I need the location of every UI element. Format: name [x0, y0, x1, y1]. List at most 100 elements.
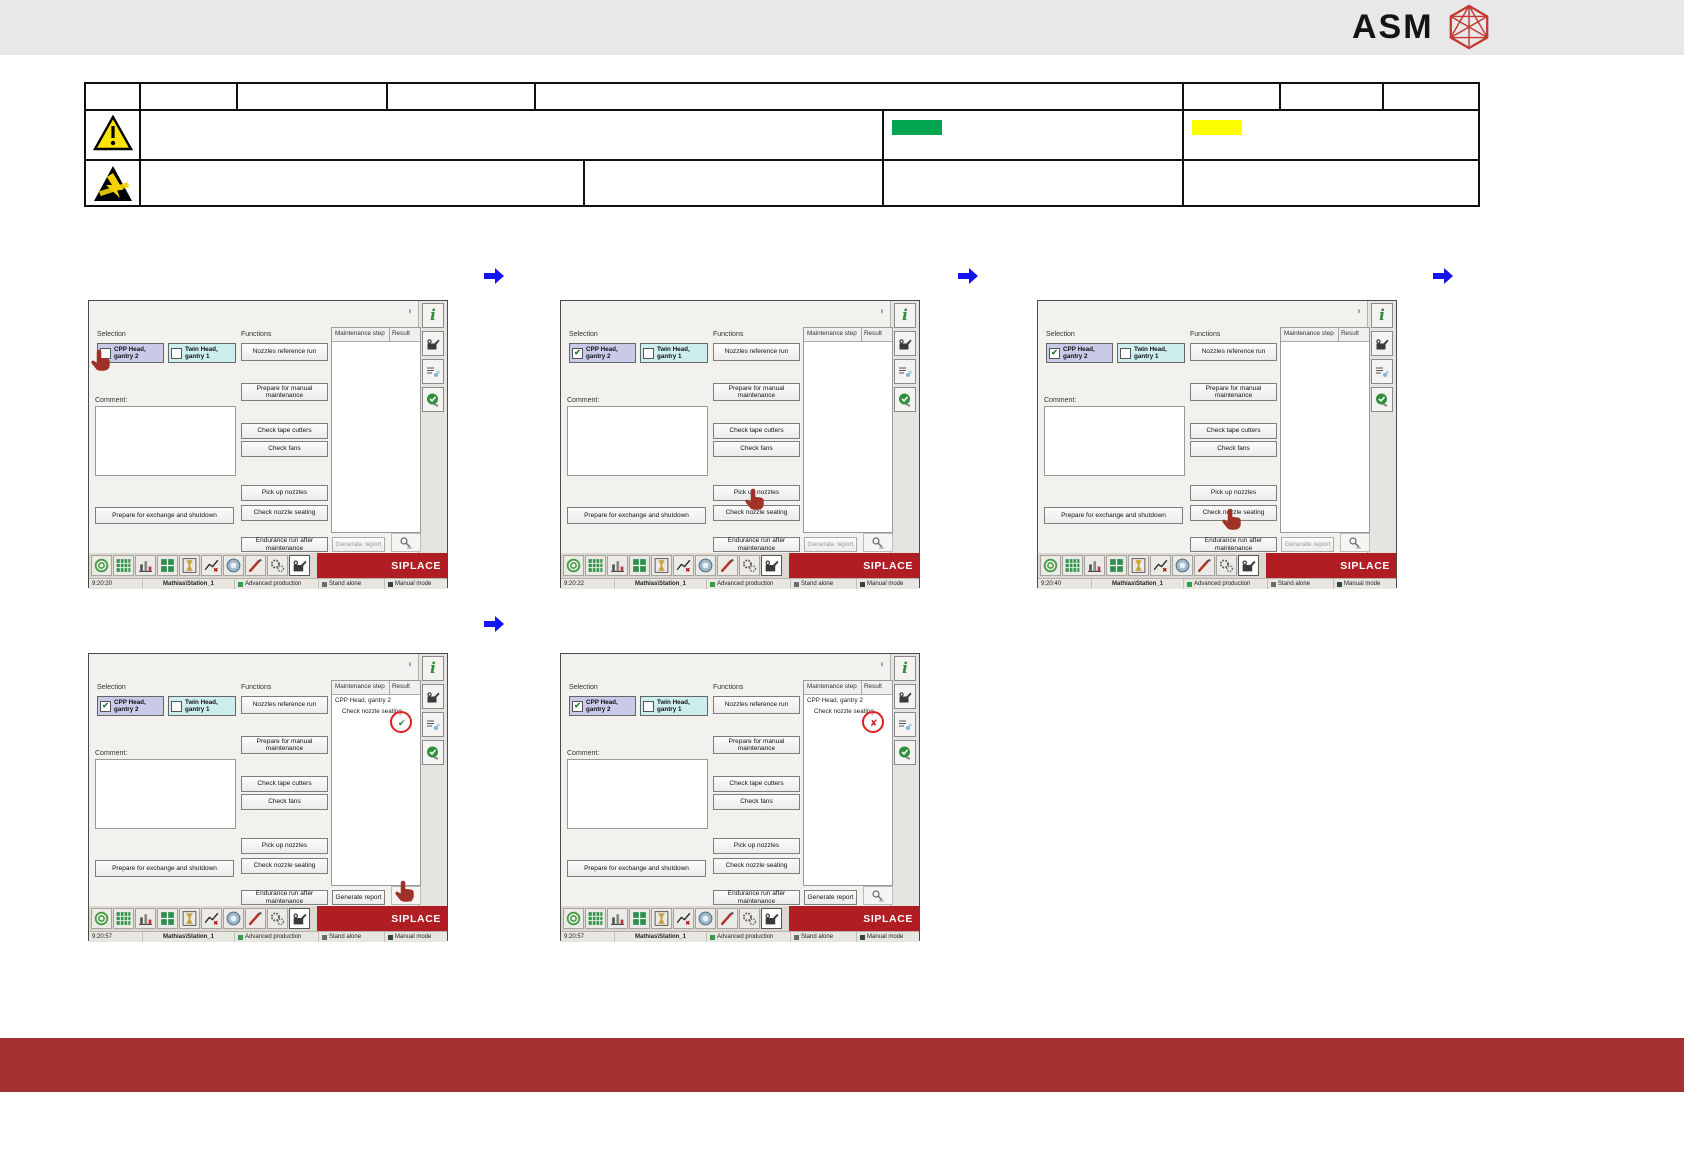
- setup-icon[interactable]: [1128, 555, 1149, 576]
- component-icon[interactable]: [1106, 555, 1127, 576]
- diagram-icon[interactable]: [673, 908, 694, 929]
- oilcan-icon[interactable]: [422, 684, 444, 709]
- component-icon[interactable]: [629, 908, 650, 929]
- comment-textarea[interactable]: [567, 406, 708, 476]
- twin-head-checkbox[interactable]: [643, 347, 654, 359]
- info-icon[interactable]: i: [894, 656, 916, 681]
- info-icon[interactable]: i: [894, 303, 916, 328]
- statistics-icon[interactable]: [135, 908, 156, 929]
- check-tape-cutters-button[interactable]: Check tape cutters: [713, 423, 800, 439]
- oilcan-icon[interactable]: [422, 331, 444, 356]
- maintenance-plan-icon[interactable]: [894, 359, 916, 384]
- maintenance-plan-icon[interactable]: [894, 712, 916, 737]
- comment-textarea[interactable]: [95, 759, 236, 829]
- setup-icon[interactable]: [179, 555, 200, 576]
- generate-report-button[interactable]: Generate report: [804, 890, 857, 905]
- twin-head-button[interactable]: Twin Head, gantry 1: [640, 696, 708, 716]
- check-fans-button[interactable]: Check fans: [241, 441, 328, 457]
- setup-icon[interactable]: [651, 555, 672, 576]
- statistics-icon[interactable]: [607, 555, 628, 576]
- oilcan-icon[interactable]: [894, 331, 916, 356]
- prepare-exchange-button[interactable]: Prepare for exchange and shutdown: [567, 507, 706, 524]
- vision-icon[interactable]: [223, 908, 244, 929]
- setup-icon[interactable]: [179, 908, 200, 929]
- prepare-exchange-button[interactable]: Prepare for exchange and shutdown: [95, 860, 234, 877]
- nozzles-reference-run-button[interactable]: Nozzles reference run: [241, 343, 328, 361]
- comment-textarea[interactable]: [95, 406, 236, 476]
- check-nozzle-seating-button[interactable]: Check nozzle seating: [241, 858, 328, 874]
- prepare-manual-maintenance-button[interactable]: Prepare for manual maintenance: [1190, 383, 1277, 401]
- prepare-exchange-button[interactable]: Prepare for exchange and shutdown: [95, 507, 234, 524]
- twin-head-checkbox[interactable]: [643, 700, 654, 712]
- generate-report-button[interactable]: Generate report: [332, 537, 385, 552]
- cpp-head-button[interactable]: ✔ CPP Head, gantry 2: [569, 343, 636, 363]
- cpp-head-checkbox[interactable]: ✔: [572, 347, 583, 359]
- cpp-head-checkbox[interactable]: ✔: [1049, 347, 1060, 359]
- info-icon[interactable]: i: [422, 656, 444, 681]
- check-tape-cutters-button[interactable]: Check tape cutters: [241, 423, 328, 439]
- component-icon[interactable]: [629, 555, 650, 576]
- feeder-table-icon[interactable]: [585, 555, 606, 576]
- pick-up-nozzles-button[interactable]: Pick up nozzles: [241, 838, 328, 854]
- feeder-table-icon[interactable]: [113, 555, 134, 576]
- production-icon[interactable]: [563, 555, 584, 576]
- production-icon[interactable]: [1040, 555, 1061, 576]
- generate-report-button[interactable]: Generate report: [1281, 537, 1334, 552]
- nozzles-reference-run-button[interactable]: Nozzles reference run: [713, 343, 800, 361]
- maintenance-plan-icon[interactable]: [422, 712, 444, 737]
- confirm-maintenance-icon[interactable]: [422, 387, 444, 412]
- twin-head-checkbox[interactable]: [1120, 347, 1131, 359]
- nozzles-reference-run-button[interactable]: Nozzles reference run: [713, 696, 800, 714]
- prepare-manual-maintenance-button[interactable]: Prepare for manual maintenance: [713, 736, 800, 754]
- check-nozzle-seating-button[interactable]: Check nozzle seating: [713, 858, 800, 874]
- cpp-head-button[interactable]: ✔ CPP Head, gantry 2: [569, 696, 636, 716]
- vision-icon[interactable]: [223, 555, 244, 576]
- endurance-run-button[interactable]: Endurance run after maintenance: [1190, 537, 1277, 552]
- prepare-manual-maintenance-button[interactable]: Prepare for manual maintenance: [241, 383, 328, 401]
- maintenance-plan-icon[interactable]: [1371, 359, 1393, 384]
- statistics-icon[interactable]: [1084, 555, 1105, 576]
- info-icon[interactable]: i: [1371, 303, 1393, 328]
- twin-head-button[interactable]: Twin Head, gantry 1: [1117, 343, 1185, 363]
- cpp-head-checkbox[interactable]: ✔: [572, 700, 583, 712]
- twin-head-button[interactable]: Twin Head, gantry 1: [168, 696, 236, 716]
- prepare-manual-maintenance-button[interactable]: Prepare for manual maintenance: [241, 736, 328, 754]
- maintenance-plan-icon[interactable]: [422, 359, 444, 384]
- confirm-maintenance-icon[interactable]: [1371, 387, 1393, 412]
- endurance-run-button[interactable]: Endurance run after maintenance: [241, 890, 328, 905]
- production-icon[interactable]: [91, 908, 112, 929]
- check-tape-cutters-button[interactable]: Check tape cutters: [1190, 423, 1277, 439]
- statistics-icon[interactable]: [607, 908, 628, 929]
- endurance-run-button[interactable]: Endurance run after maintenance: [713, 890, 800, 905]
- endurance-run-button[interactable]: Endurance run after maintenance: [241, 537, 328, 552]
- nozzles-reference-run-button[interactable]: Nozzles reference run: [241, 696, 328, 714]
- check-fans-button[interactable]: Check fans: [713, 441, 800, 457]
- feeder-table-icon[interactable]: [585, 908, 606, 929]
- prepare-exchange-button[interactable]: Prepare for exchange and shutdown: [567, 860, 706, 877]
- check-nozzle-seating-button[interactable]: Check nozzle seating: [241, 505, 328, 521]
- confirm-maintenance-icon[interactable]: [894, 740, 916, 765]
- nozzles-reference-run-button[interactable]: Nozzles reference run: [1190, 343, 1277, 361]
- info-icon[interactable]: i: [422, 303, 444, 328]
- report-preview-button[interactable]: [391, 533, 421, 552]
- twin-head-checkbox[interactable]: [171, 700, 182, 712]
- pick-up-nozzles-button[interactable]: Pick up nozzles: [241, 485, 328, 501]
- repair-icon[interactable]: [245, 908, 266, 929]
- maintenance-oilcan-icon[interactable]: [289, 555, 310, 576]
- cpp-head-button[interactable]: ✔ CPP Head, gantry 2: [1046, 343, 1113, 363]
- report-preview-button[interactable]: [863, 533, 893, 552]
- report-preview-button[interactable]: [1340, 533, 1370, 552]
- comment-textarea[interactable]: [1044, 406, 1185, 476]
- repair-icon[interactable]: [1194, 555, 1215, 576]
- prepare-exchange-button[interactable]: Prepare for exchange and shutdown: [1044, 507, 1183, 524]
- comment-textarea[interactable]: [567, 759, 708, 829]
- production-icon[interactable]: [563, 908, 584, 929]
- confirm-maintenance-icon[interactable]: [422, 740, 444, 765]
- maintenance-oilcan-icon[interactable]: [761, 908, 782, 929]
- settings-gears-icon[interactable]: [267, 555, 288, 576]
- check-fans-button[interactable]: Check fans: [713, 794, 800, 810]
- settings-gears-icon[interactable]: [739, 555, 760, 576]
- oilcan-icon[interactable]: [1371, 331, 1393, 356]
- diagram-icon[interactable]: [1150, 555, 1171, 576]
- generate-report-button[interactable]: Generate report: [804, 537, 857, 552]
